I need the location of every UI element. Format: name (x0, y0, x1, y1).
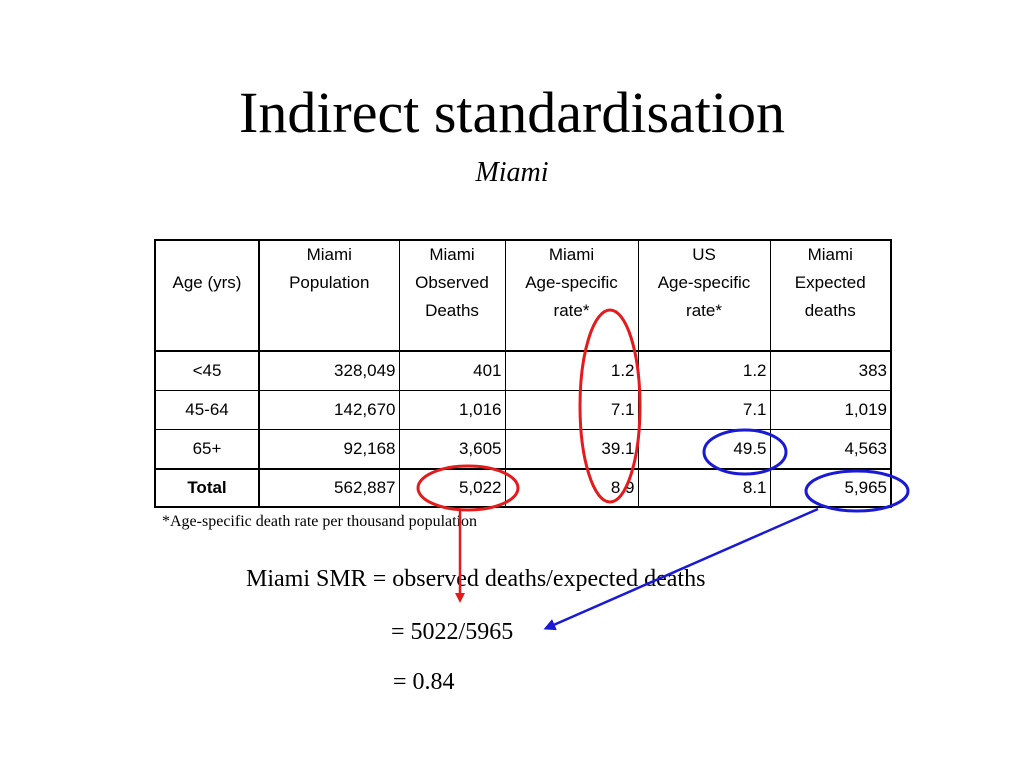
observed-deaths-cell: 401 (398, 351, 506, 391)
us-rate-cell: 7.1 (637, 390, 771, 430)
population-cell: 328,049 (258, 351, 400, 391)
total-label: Total (154, 468, 260, 507)
slide-title: Indirect standardisation (239, 80, 785, 145)
smr-substitution: = 5022/5965 (391, 619, 514, 645)
table-footnote: *Age-specific death rate per thousand po… (162, 513, 477, 530)
age-cell: <45 (154, 351, 260, 391)
age-cell: 65+ (154, 429, 260, 469)
header-cell: Miami (398, 240, 506, 269)
population-cell: 92,168 (258, 429, 400, 469)
total-population-cell: 562,887 (258, 468, 400, 507)
header-cell: US (637, 240, 771, 269)
total-us-rate-cell: 8.1 (637, 468, 771, 507)
header-cell: Age-specific rate* (504, 269, 639, 352)
total-miami-rate-cell: 8.9 (504, 468, 639, 507)
expected-deaths-cell: 4,563 (769, 429, 892, 469)
slide-subtitle: Miami (475, 157, 549, 188)
header-cell: Miami (258, 240, 400, 269)
observed-deaths-cell: 1,016 (398, 390, 506, 430)
expected-deaths-cell: 383 (769, 351, 892, 391)
header-cell: Expected deaths (769, 269, 892, 352)
header-cell (154, 240, 260, 269)
smr-formula: Miami SMR = observed deaths/expected dea… (246, 566, 706, 592)
smr-result: = 0.84 (393, 669, 455, 695)
header-cell: Age-specific rate* (637, 269, 771, 352)
table-header-row-2: Age (yrs) Population Observed Deaths Age… (154, 269, 892, 352)
miami-rate-cell: 39.1 (504, 429, 639, 469)
observed-deaths-cell: 3,605 (398, 429, 506, 469)
table-header-row-1: Miami Miami Miami US Miami (154, 240, 892, 269)
age-cell: 45-64 (154, 390, 260, 430)
us-rate-cell: 1.2 (637, 351, 771, 391)
table-row: <45 328,049 401 1.2 1.2 383 (154, 351, 892, 391)
total-expected-deaths-cell: 5,965 (769, 468, 892, 507)
standardisation-table: Miami Miami Miami US Miami Age (yrs) Pop… (154, 239, 892, 508)
miami-rate-cell: 1.2 (504, 351, 639, 391)
expected-deaths-cell: 1,019 (769, 390, 892, 430)
header-cell: Miami (504, 240, 639, 269)
miami-rate-cell: 7.1 (504, 390, 639, 430)
us-rate-cell: 49.5 (637, 429, 771, 469)
header-cell: Observed Deaths (398, 269, 506, 352)
total-observed-deaths-cell: 5,022 (398, 468, 506, 507)
header-cell: Population (258, 269, 400, 352)
population-cell: 142,670 (258, 390, 400, 430)
header-cell: Miami (769, 240, 892, 269)
table-row: 45-64 142,670 1,016 7.1 7.1 1,019 (154, 390, 892, 430)
table-row: 65+ 92,168 3,605 39.1 49.5 4,563 (154, 429, 892, 469)
header-cell: Age (yrs) (154, 269, 260, 352)
table-total-row: Total 562,887 5,022 8.9 8.1 5,965 (154, 468, 892, 507)
